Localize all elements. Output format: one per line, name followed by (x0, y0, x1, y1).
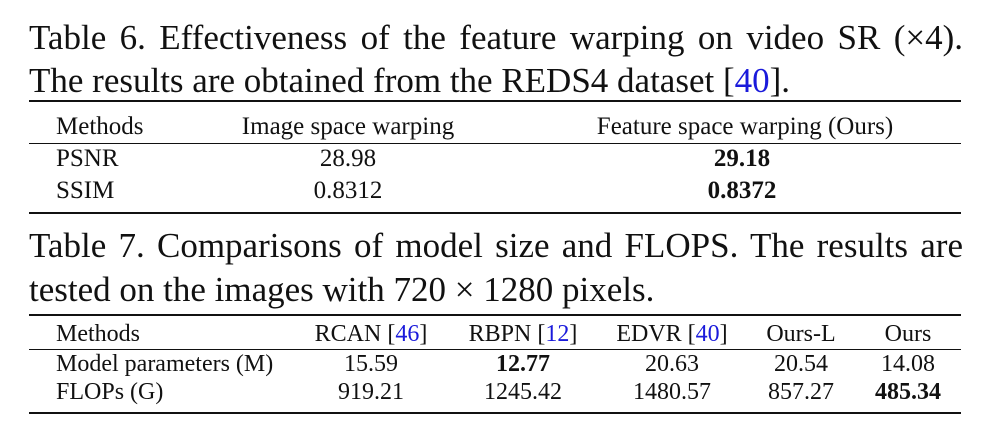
table7-header-ours-l: Ours-L (766, 321, 836, 347)
table7-header-rcan: RCAN [46] (314, 321, 428, 347)
table7-header-rbpn: RBPN [12] (468, 321, 578, 347)
table6-cell-best: 0.8372 (707, 177, 777, 204)
table7-cell-best: 485.34 (875, 379, 941, 405)
table7-caption-line1: Table 7. Comparisons of model size and F… (29, 226, 963, 265)
table6-header-methods: Methods (56, 113, 144, 140)
table6-caption-line2: The results are obtained from the REDS4 … (29, 59, 963, 102)
table7-cell: 14.08 (881, 351, 935, 377)
table6-header-feature-space: Feature space warping (Ours) (596, 113, 894, 140)
table7-bottom-rule (29, 412, 961, 414)
table7-caption-line2: tested on the images with 720 × 1280 pix… (29, 270, 655, 309)
citation-link[interactable]: 46 (395, 321, 420, 347)
citation-link[interactable]: 40 (734, 61, 770, 100)
citation-link[interactable]: 40 (695, 321, 720, 347)
table7-mid-rule (29, 349, 961, 350)
caption-text: ]. (769, 61, 791, 100)
table7-header-edvr: EDVR [40] (616, 321, 728, 347)
table6-row-label: SSIM (56, 177, 115, 204)
table6-mid-rule (29, 143, 961, 144)
table6-bottom-rule (29, 212, 961, 214)
table6-cell: 0.8312 (313, 177, 383, 204)
table6-top-rule (29, 100, 961, 102)
table7-cell: 15.59 (344, 351, 398, 377)
table6-cell-best: 29.18 (713, 145, 771, 172)
citation-link[interactable]: 12 (545, 321, 570, 347)
table7-header-ours: Ours (884, 321, 932, 347)
method-name: RCAN (314, 321, 382, 347)
method-name: RBPN (468, 321, 532, 347)
table6-cell: 28.98 (319, 145, 377, 172)
table7-header-methods: Methods (56, 321, 140, 347)
table7-cell-best: 12.77 (496, 351, 550, 377)
table7-row-label: FLOPs (G) (56, 379, 164, 405)
table7-cell: 919.21 (338, 379, 404, 405)
table7-cell: 857.27 (768, 379, 834, 405)
table7-top-rule (29, 314, 961, 316)
table7-cell: 20.54 (774, 351, 828, 377)
table7-cell: 1480.57 (633, 379, 711, 405)
table7-cell: 1245.42 (484, 379, 562, 405)
table6-caption-line1: Table 6. Effectiveness of the feature wa… (29, 18, 963, 57)
table7-row-label: Model parameters (M) (56, 351, 274, 377)
caption-text: The results are obtained from the REDS4 … (29, 61, 735, 100)
table6-row-label: PSNR (56, 145, 119, 172)
table7-cell: 20.63 (645, 351, 699, 377)
table6-header-image-space: Image space warping (241, 113, 455, 140)
method-name: EDVR (616, 321, 682, 347)
